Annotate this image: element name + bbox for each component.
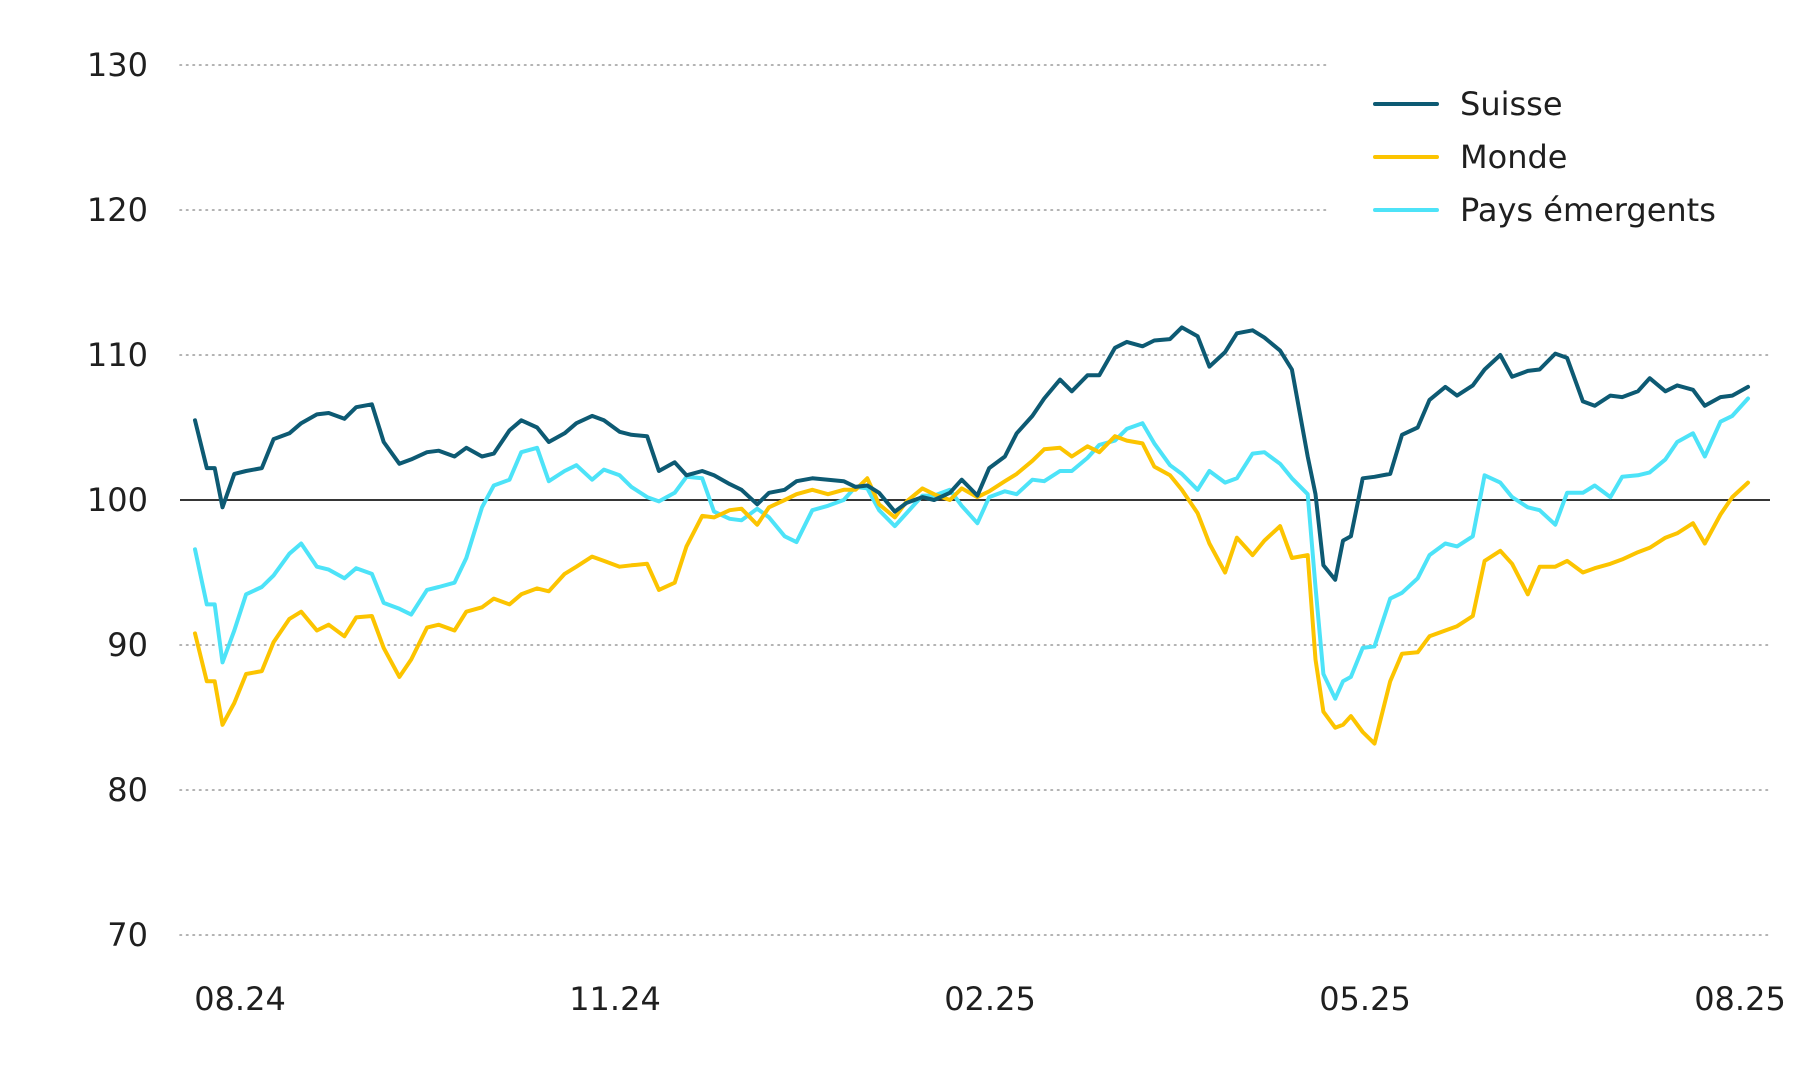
y-tick-label-120: 120 bbox=[87, 191, 148, 229]
x-tick-label-05-25: 05.25 bbox=[1319, 980, 1411, 1018]
legend: Suisse Monde Pays émergents bbox=[1373, 85, 1716, 229]
x-axis-tick-labels: 08.24 11.24 02.25 05.25 08.25 bbox=[194, 980, 1786, 1018]
legend-label-suisse: Suisse bbox=[1460, 85, 1563, 123]
series-lines bbox=[193, 325, 1750, 746]
series-line-suisse bbox=[193, 325, 1750, 582]
y-tick-label-110: 110 bbox=[87, 336, 148, 374]
y-tick-label-80: 80 bbox=[107, 771, 148, 809]
legend-label-pays-emergents: Pays émergents bbox=[1460, 191, 1716, 229]
y-tick-label-100: 100 bbox=[87, 481, 148, 519]
x-tick-label-11-24: 11.24 bbox=[569, 980, 661, 1018]
x-tick-label-08-25: 08.25 bbox=[1694, 980, 1786, 1018]
y-tick-label-90: 90 bbox=[107, 626, 148, 664]
legend-label-monde: Monde bbox=[1460, 138, 1567, 176]
gridlines bbox=[179, 64, 1771, 936]
series-line-pays-emergents bbox=[193, 396, 1750, 701]
y-axis-tick-labels: 70 80 90 100 110 120 130 bbox=[87, 46, 148, 954]
x-tick-label-08-24: 08.24 bbox=[194, 980, 286, 1018]
x-tick-label-02-25: 02.25 bbox=[944, 980, 1036, 1018]
y-tick-label-70: 70 bbox=[107, 916, 148, 954]
y-tick-label-130: 130 bbox=[87, 46, 148, 84]
